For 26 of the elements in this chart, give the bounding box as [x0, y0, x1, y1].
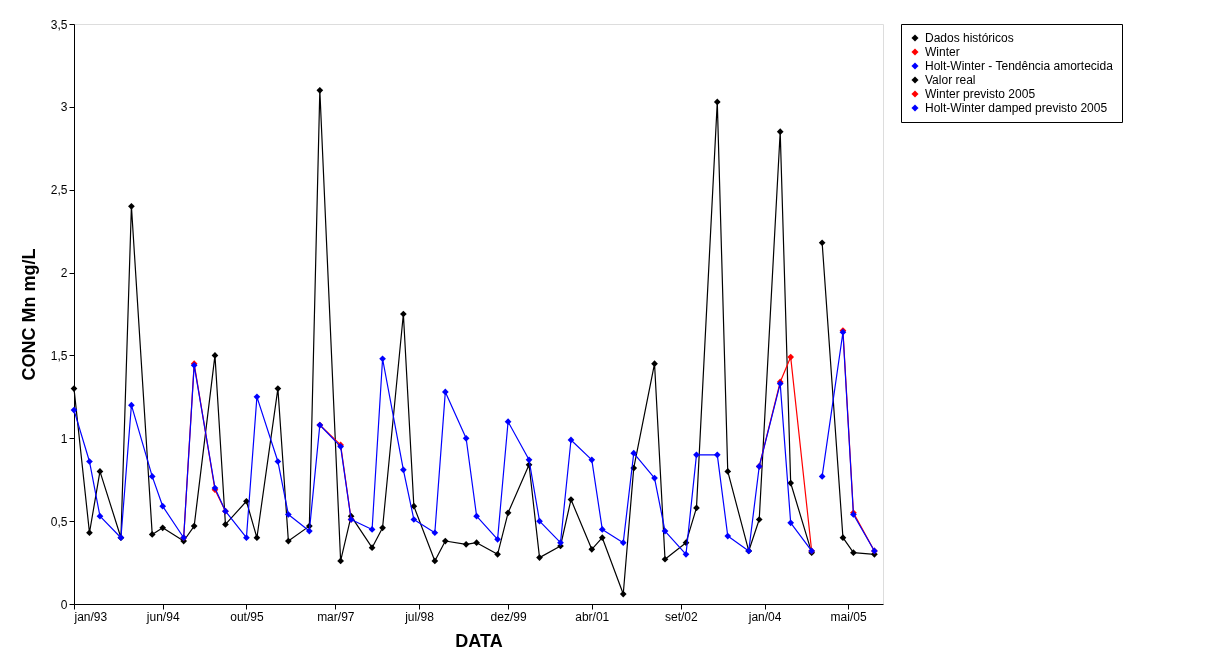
x-tick-label: out/95	[230, 609, 264, 624]
legend-label: Valor real	[925, 73, 976, 87]
legend-label: Winter previsto 2005	[925, 87, 1036, 101]
y-tick-label: 1,5	[50, 348, 68, 363]
legend-label: Holt-Winter damped previsto 2005	[925, 101, 1108, 115]
x-tick-label: abr/01	[575, 609, 610, 624]
legend-label: Holt-Winter - Tendência amortecida	[925, 59, 1114, 73]
x-tick-label: jul/98	[404, 609, 435, 624]
x-tick-label: jan/04	[747, 609, 782, 624]
x-tick-label: jan/93	[73, 609, 108, 624]
legend-label: Dados históricos	[925, 31, 1014, 45]
x-tick-label: jun/94	[145, 609, 180, 624]
y-tick-label: 0,5	[50, 514, 68, 529]
y-tick-label: 2	[60, 266, 68, 281]
legend-label: Winter	[925, 45, 960, 59]
y-tick-label: 3,5	[50, 17, 68, 32]
y-axis-title: CONC Mn mg/L	[18, 248, 39, 381]
x-axis-title: DATA	[455, 630, 503, 651]
y-tick-label: 2,5	[50, 183, 68, 198]
x-tick-label: set/02	[664, 609, 698, 624]
x-tick-label: dez/99	[490, 609, 527, 624]
y-tick-label: 3	[60, 100, 68, 115]
x-tick-label: mar/97	[317, 609, 355, 624]
y-tick-label: 0	[60, 597, 68, 612]
x-tick-label: mai/05	[830, 609, 867, 624]
y-tick-label: 1	[60, 431, 68, 446]
